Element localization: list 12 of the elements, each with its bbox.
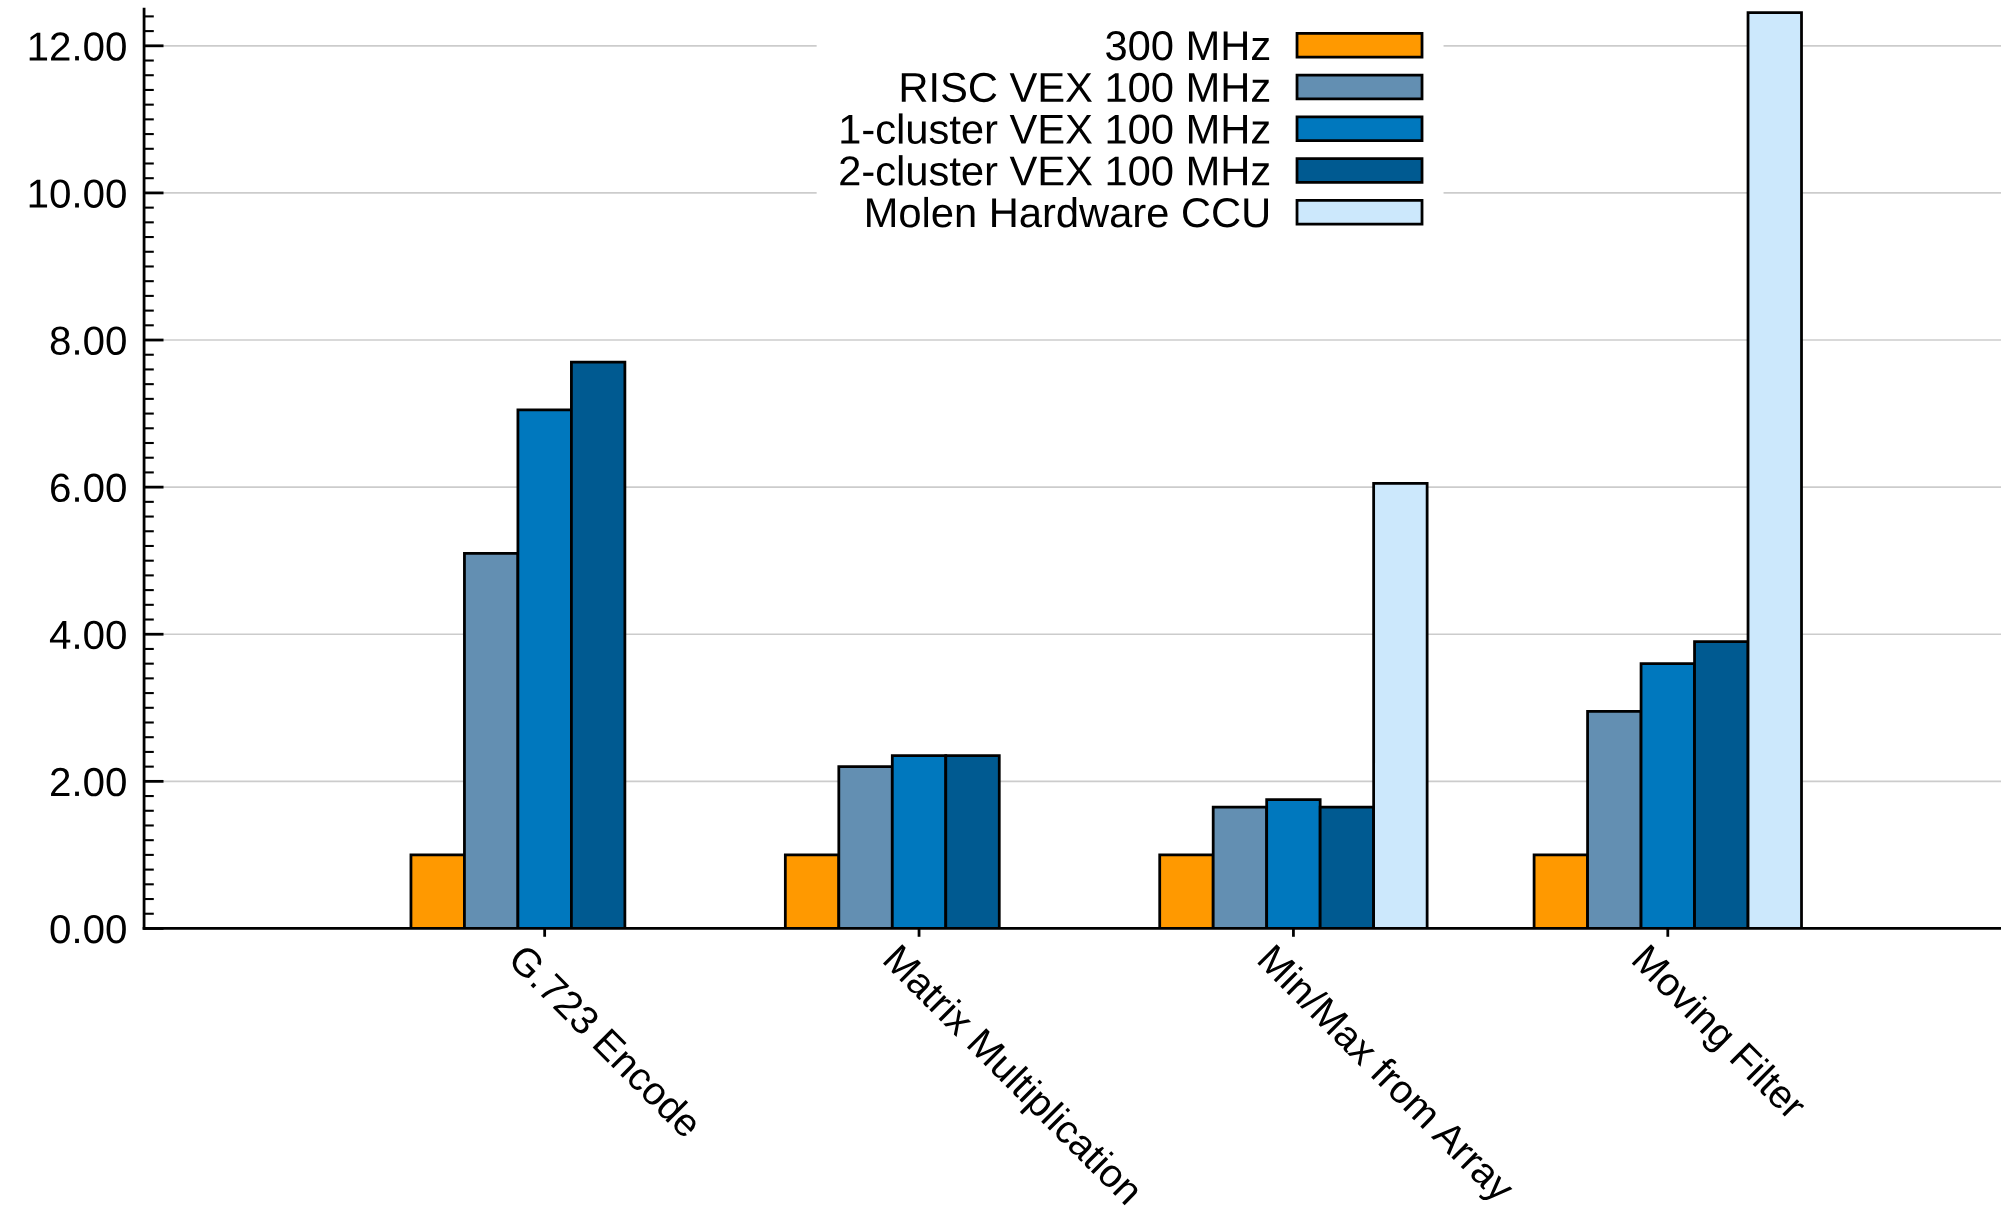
legend-label: 300 MHz [1106, 30, 1270, 61]
y-tick-label: 2.00 [51, 767, 126, 797]
y-tick-label: 0.00 [50, 914, 126, 944]
legend-label: RISC VEX 100 MHz [901, 72, 1270, 103]
y-tick-label: 6.00 [51, 473, 126, 503]
y-tick-label: 8.00 [50, 326, 126, 356]
y-tick-label: 10.00 [29, 179, 126, 208]
legend-label: 2-cluster VEX 100 MHz [840, 155, 1270, 186]
y-tick-label: 4.00 [49, 620, 126, 650]
legend-label: 1-cluster VEX 100 MHz [841, 113, 1270, 144]
y-tick-label: 12.00 [29, 32, 126, 61]
legend-label: Molen Hardware CCU [867, 196, 1268, 228]
